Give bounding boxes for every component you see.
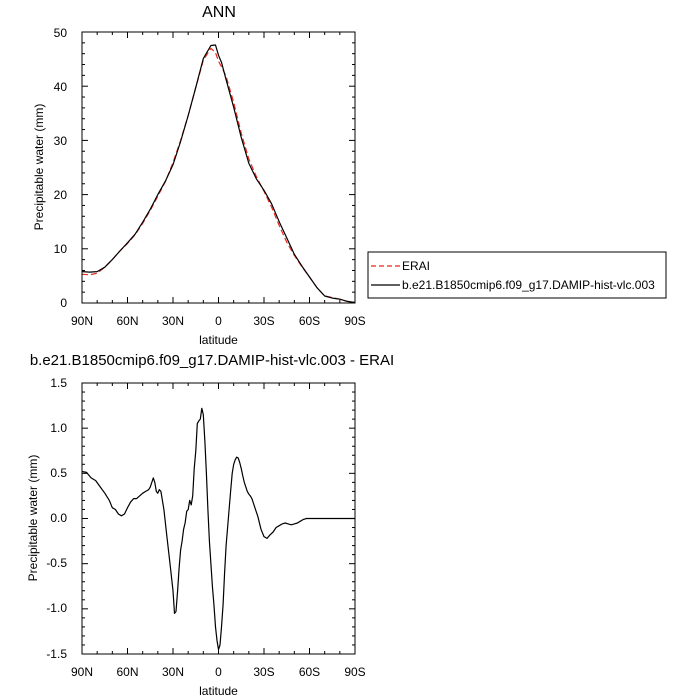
top-tick-label-30N: 30N	[162, 314, 184, 328]
top-x-axis-label: latitude	[199, 333, 238, 347]
bottom-plot-frame	[81, 382, 356, 655]
top-y-tick-label-40: 40	[54, 80, 68, 94]
bottom-series-line-0	[81, 407, 355, 651]
top-chart-title: ANN	[202, 4, 236, 21]
top-y-axis-label: Precipitable water (mm)	[32, 104, 46, 231]
top-y-tick-label-50: 50	[54, 26, 68, 40]
top-plot-area	[81, 31, 356, 304]
bottom-tick-label-60N: 60N	[116, 665, 138, 679]
top-y-tick-label-10: 10	[54, 242, 68, 256]
top-series-line-erai	[81, 47, 356, 304]
legend-label-model: b.e21.B1850cmip6.f09_g17.DAMIP-hist-vlc.…	[402, 278, 655, 292]
top-plot-frame	[81, 31, 356, 304]
bottom-y-tick-label-neg1.0: -1.0	[46, 601, 67, 615]
bottom-y-tick-label-1.0: 1.0	[50, 421, 67, 435]
bottom-chart-title: b.e21.B1850cmip6.f09_g17.DAMIP-hist-vlc.…	[30, 352, 394, 369]
bottom-x-axis-label: latitude	[199, 684, 238, 698]
top-series-line-b-e21-b1850cmip6-f09-g17-damip-hist-vlc-003	[81, 44, 356, 304]
bottom-y-tick-label-neg1.5: -1.5	[46, 647, 67, 661]
bottom-y-tick-label-0.5: 0.5	[50, 466, 67, 480]
bottom-y-axis-label: Precipitable water (mm)	[26, 455, 40, 582]
bottom-tick-label-0: 0	[215, 665, 222, 679]
top-y-tick-label-0: 0	[60, 296, 67, 310]
top-tick-label-90S: 90S	[344, 314, 365, 328]
top-tick-label-30S: 30S	[253, 314, 274, 328]
top-y-tick-label-30: 30	[54, 134, 68, 148]
top-tick-label-60N: 60N	[116, 314, 138, 328]
top-tick-label-0: 0	[215, 314, 222, 328]
bottom-tick-label-30N: 30N	[162, 665, 184, 679]
bottom-y-tick-label-neg0.5: -0.5	[46, 556, 67, 570]
bottom-y-tick-label-0.0: 0.0	[50, 511, 67, 525]
top-tick-label-60S: 60S	[299, 314, 320, 328]
bottom-panel: b.e21.B1850cmip6.f09_g17.DAMIP-hist-vlc.…	[26, 352, 394, 698]
legend: ERAI b.e21.B1850cmip6.f09_g17.DAMIP-hist…	[367, 251, 667, 299]
bottom-tick-label-90N: 90N	[71, 665, 93, 679]
bottom-y-tick-label-1.5: 1.5	[50, 376, 67, 390]
bottom-tick-label-30S: 30S	[253, 665, 274, 679]
top-panel: ANN Precipitable water (mm) 90N 60N 30N …	[32, 4, 366, 347]
bottom-tick-label-90S: 90S	[344, 665, 365, 679]
bottom-plot-area	[81, 382, 356, 655]
top-y-tick-label-20: 20	[54, 188, 68, 202]
top-tick-label-90N: 90N	[71, 314, 93, 328]
bottom-tick-label-60S: 60S	[299, 665, 320, 679]
legend-label-erai: ERAI	[402, 259, 430, 273]
legend-box	[367, 251, 667, 299]
